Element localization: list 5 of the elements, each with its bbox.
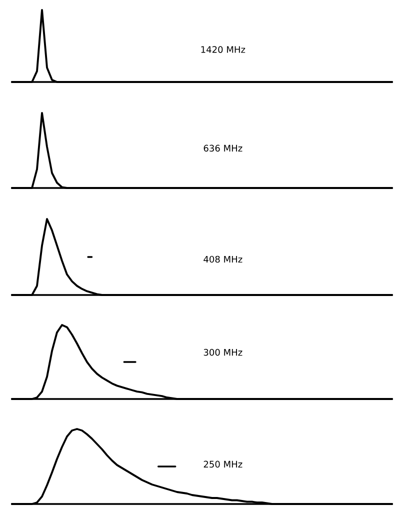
text: 300 MHz [204,348,242,356]
text: 636 MHz [204,144,242,152]
text: 408 MHz [204,256,242,263]
text: 250 MHz [204,460,242,468]
text: 1420 MHz [201,46,246,53]
